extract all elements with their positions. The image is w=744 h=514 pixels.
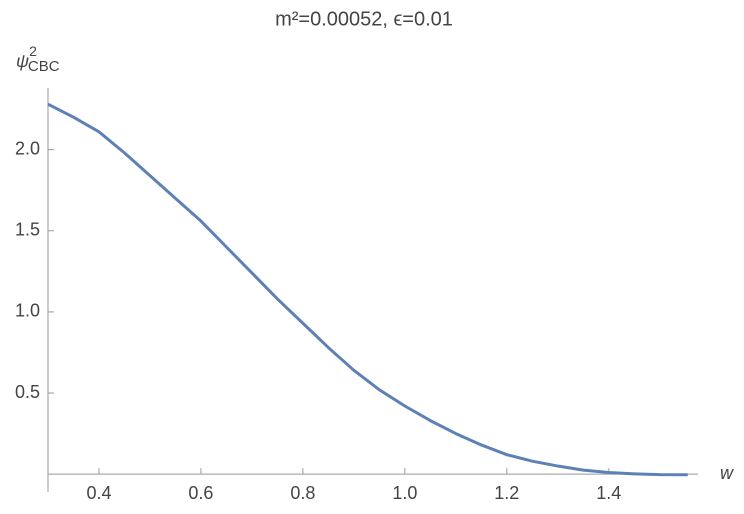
x-tick-label: 0.8	[290, 483, 315, 503]
x-axis-label: w	[720, 463, 734, 483]
y-tick-label: 1.5	[15, 220, 40, 240]
y-tick-label: 1.0	[15, 301, 40, 321]
x-tick-label: 1.2	[494, 483, 519, 503]
y-label-sup: 2	[29, 43, 37, 59]
x-tick-label: 1.0	[392, 483, 417, 503]
chart-title: m²=0.00052, ϵ=0.01	[275, 8, 453, 30]
y-label-sub: CBC	[28, 58, 60, 75]
x-tick-label: 1.4	[596, 483, 621, 503]
data-line	[47, 102, 688, 477]
y-tick-label: 0.5	[15, 382, 40, 402]
x-tick-label: 0.4	[86, 483, 111, 503]
y-label-symbol: ψ	[16, 51, 29, 71]
y-axis-label: ψ2 CBC	[16, 43, 60, 75]
y-tick-label: 2.0	[15, 138, 40, 158]
x-tick-label: 0.6	[188, 483, 213, 503]
